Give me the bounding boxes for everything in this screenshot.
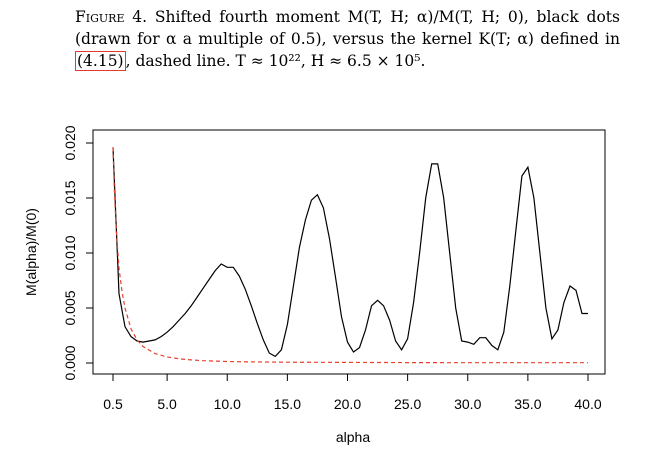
y-tick-label: 0.005 [62, 290, 78, 325]
series-layer [112, 147, 588, 364]
equation-reference-link[interactable]: (4.15) [75, 51, 126, 71]
caption-text-part2: , dashed line. T ≈ 10²², H ≈ 6.5 × 10⁵. [125, 52, 426, 70]
series-line-kernel [112, 147, 588, 364]
y-tick-label: 0.000 [62, 345, 78, 380]
x-tick-label: 25.0 [394, 396, 421, 412]
series-line-moment [112, 147, 588, 358]
x-tick-label: 10.0 [214, 396, 241, 412]
y-tick-label: 0.015 [62, 180, 78, 215]
x-tick-label: 30.0 [454, 396, 481, 412]
x-axis-label: alpha [336, 429, 370, 445]
x-tick-label: 35.0 [514, 396, 541, 412]
x-axis: 0.5 5.0 10.0 15.0 20.0 25.0 30.0 35.0 40.0 [103, 373, 602, 412]
y-axis: 0.000 0.005 0.010 0.015 0.020 [62, 125, 94, 381]
y-tick-label: 0.010 [62, 235, 78, 270]
x-tick-label: 20.0 [334, 396, 361, 412]
x-tick-label: 5.0 [157, 396, 177, 412]
x-tick-label: 40.0 [574, 396, 601, 412]
y-axis-label: M(alpha)/M(0) [23, 208, 39, 296]
x-tick-label: 15.0 [274, 396, 301, 412]
caption-text-part1: Shifted fourth moment M(T, H; α)/M(T, H;… [75, 8, 620, 48]
figure-caption: Figure 4. Shifted fourth moment M(T, H; … [75, 6, 620, 72]
y-tick-label: 0.020 [62, 125, 78, 160]
figure-label: Figure 4. [75, 8, 148, 26]
x-tick-label: 0.5 [103, 396, 123, 412]
